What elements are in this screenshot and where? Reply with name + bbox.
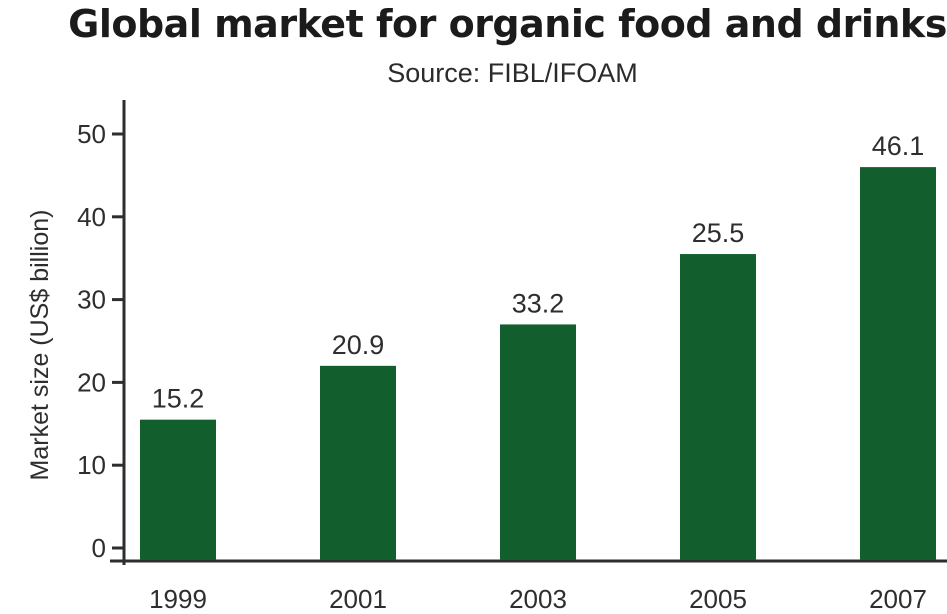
x-tick-label-2001: 2001 [329,584,387,614]
y-axis-label: Market size (US$ billion) [26,210,54,481]
x-tick-label-2003: 2003 [509,584,567,614]
chart-subtitle: Source: FIBL/IFOAM [387,58,638,88]
bar-2003 [500,324,576,560]
chart-title: Global market for organic food and drink… [68,2,947,46]
bar-1999 [140,419,216,560]
data-label-1999: 15.2 [152,384,205,414]
y-tick-label-50: 50 [77,119,106,149]
y-tick-label-20: 20 [77,367,106,397]
data-label-2001: 20.9 [332,330,385,360]
bar-2007 [860,167,936,560]
bar-2001 [320,365,396,560]
y-tick-label-0: 0 [92,533,106,563]
bar-2005 [680,254,756,560]
y-tick-label-10: 10 [77,450,106,480]
data-label-2003: 33.2 [512,288,565,318]
x-tick-label-2005: 2005 [689,584,747,614]
y-tick-label-40: 40 [77,202,106,232]
data-label-2007: 46.1 [872,131,925,161]
y-tick-label-30: 30 [77,285,106,315]
x-tick-label-1999: 1999 [149,584,207,614]
data-label-2005: 25.5 [692,218,745,248]
x-tick-label-2007: 2007 [869,584,927,614]
